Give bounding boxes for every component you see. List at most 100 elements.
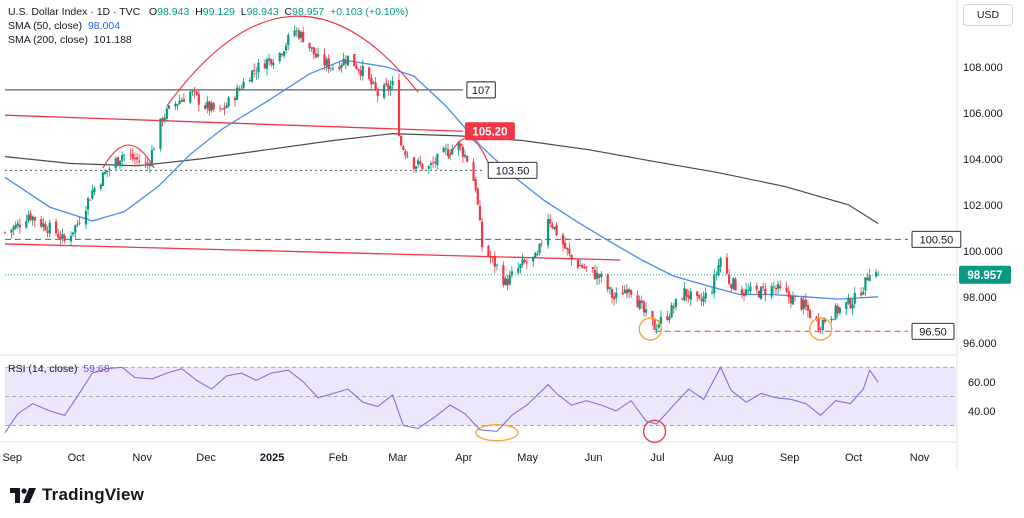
candle: [210, 100, 213, 113]
legend-sma50-row[interactable]: SMA (50, close) 98.004: [8, 19, 408, 33]
candle-body: [434, 161, 437, 164]
candle: [672, 302, 675, 314]
candle: [762, 282, 765, 292]
candle-body: [340, 64, 343, 68]
candle-body: [598, 274, 601, 278]
candle: [329, 67, 332, 72]
candle: [402, 144, 405, 152]
candle: [370, 73, 373, 90]
candle: [69, 231, 73, 247]
candle-body: [412, 157, 416, 169]
candle: [710, 286, 714, 296]
candle-body: [838, 307, 841, 313]
candle: [295, 27, 298, 37]
candle: [668, 313, 671, 324]
candle-body: [568, 248, 571, 254]
legend-sma200-row[interactable]: SMA (200, close) 101.188: [8, 33, 408, 47]
candle: [323, 48, 326, 71]
candle: [248, 76, 252, 82]
candle: [417, 157, 420, 169]
candle: [546, 213, 550, 249]
candle: [608, 286, 611, 295]
candle: [444, 143, 447, 156]
candle: [144, 157, 147, 169]
candle: [463, 149, 467, 160]
candle: [18, 218, 22, 235]
candle: [29, 210, 32, 222]
candle: [480, 217, 484, 252]
rsi-legend[interactable]: RSI (14, close) 59.68: [8, 363, 110, 375]
candle: [152, 146, 156, 151]
candle: [193, 87, 196, 98]
candle: [359, 65, 362, 81]
candle: [161, 116, 164, 127]
candle-body: [18, 224, 22, 228]
candle: [206, 96, 209, 114]
candle-body: [14, 224, 17, 229]
candle-body: [248, 80, 252, 82]
legend-change: +0.103 (+0.10%): [330, 6, 409, 18]
candle-body: [174, 103, 177, 107]
candle: [719, 256, 722, 273]
level-label-box: [911, 230, 962, 248]
candle: [670, 302, 673, 319]
candle: [689, 287, 692, 306]
time-tick-label: Sep: [2, 452, 22, 464]
candle: [510, 266, 513, 278]
candle: [502, 261, 505, 288]
candle: [191, 89, 194, 97]
candle-body: [178, 100, 181, 104]
candle: [146, 156, 149, 171]
candle-body: [478, 205, 482, 221]
candle-body: [472, 162, 475, 181]
level-label-box: [466, 81, 496, 99]
candle-body: [681, 298, 684, 300]
candle-body: [666, 316, 669, 321]
candle: [576, 258, 580, 270]
candle: [176, 103, 179, 111]
candle: [508, 270, 511, 286]
rsi-label: RSI (14, close): [8, 363, 78, 375]
currency-button[interactable]: USD: [963, 4, 1013, 26]
candle-body: [29, 213, 32, 220]
candle-body: [770, 286, 773, 297]
candle: [419, 155, 422, 168]
candle-body: [250, 70, 254, 82]
candle-body: [404, 151, 407, 156]
candle: [581, 263, 584, 269]
candle-body: [372, 81, 375, 84]
candle-body: [86, 198, 90, 210]
candle-body: [834, 305, 837, 320]
candle: [280, 52, 283, 58]
candle: [540, 239, 543, 248]
candle-body: [525, 262, 528, 264]
candle: [777, 281, 780, 294]
candle: [630, 289, 633, 299]
candle-body: [131, 153, 134, 159]
candle: [267, 53, 271, 66]
candle: [506, 274, 509, 291]
candle: [74, 224, 77, 240]
candle: [357, 68, 360, 75]
candle: [412, 156, 416, 173]
candle-body: [593, 269, 597, 280]
candle: [742, 288, 746, 302]
candle-body: [791, 296, 795, 305]
candle-body: [242, 81, 245, 89]
candle-body: [206, 101, 209, 109]
last-price-box: [959, 265, 1011, 284]
candle-body: [221, 108, 224, 110]
candle-body: [159, 118, 162, 149]
candle: [757, 289, 761, 298]
candle: [838, 306, 841, 316]
candle: [33, 216, 36, 227]
legend-low-label: L: [240, 6, 247, 18]
candle: [12, 224, 15, 236]
candle: [204, 102, 207, 110]
candle-body: [808, 310, 812, 318]
candle-body: [63, 235, 66, 241]
tradingview-logo[interactable]: TradingView: [10, 485, 144, 505]
candle: [804, 293, 807, 311]
candle-body: [270, 59, 273, 65]
